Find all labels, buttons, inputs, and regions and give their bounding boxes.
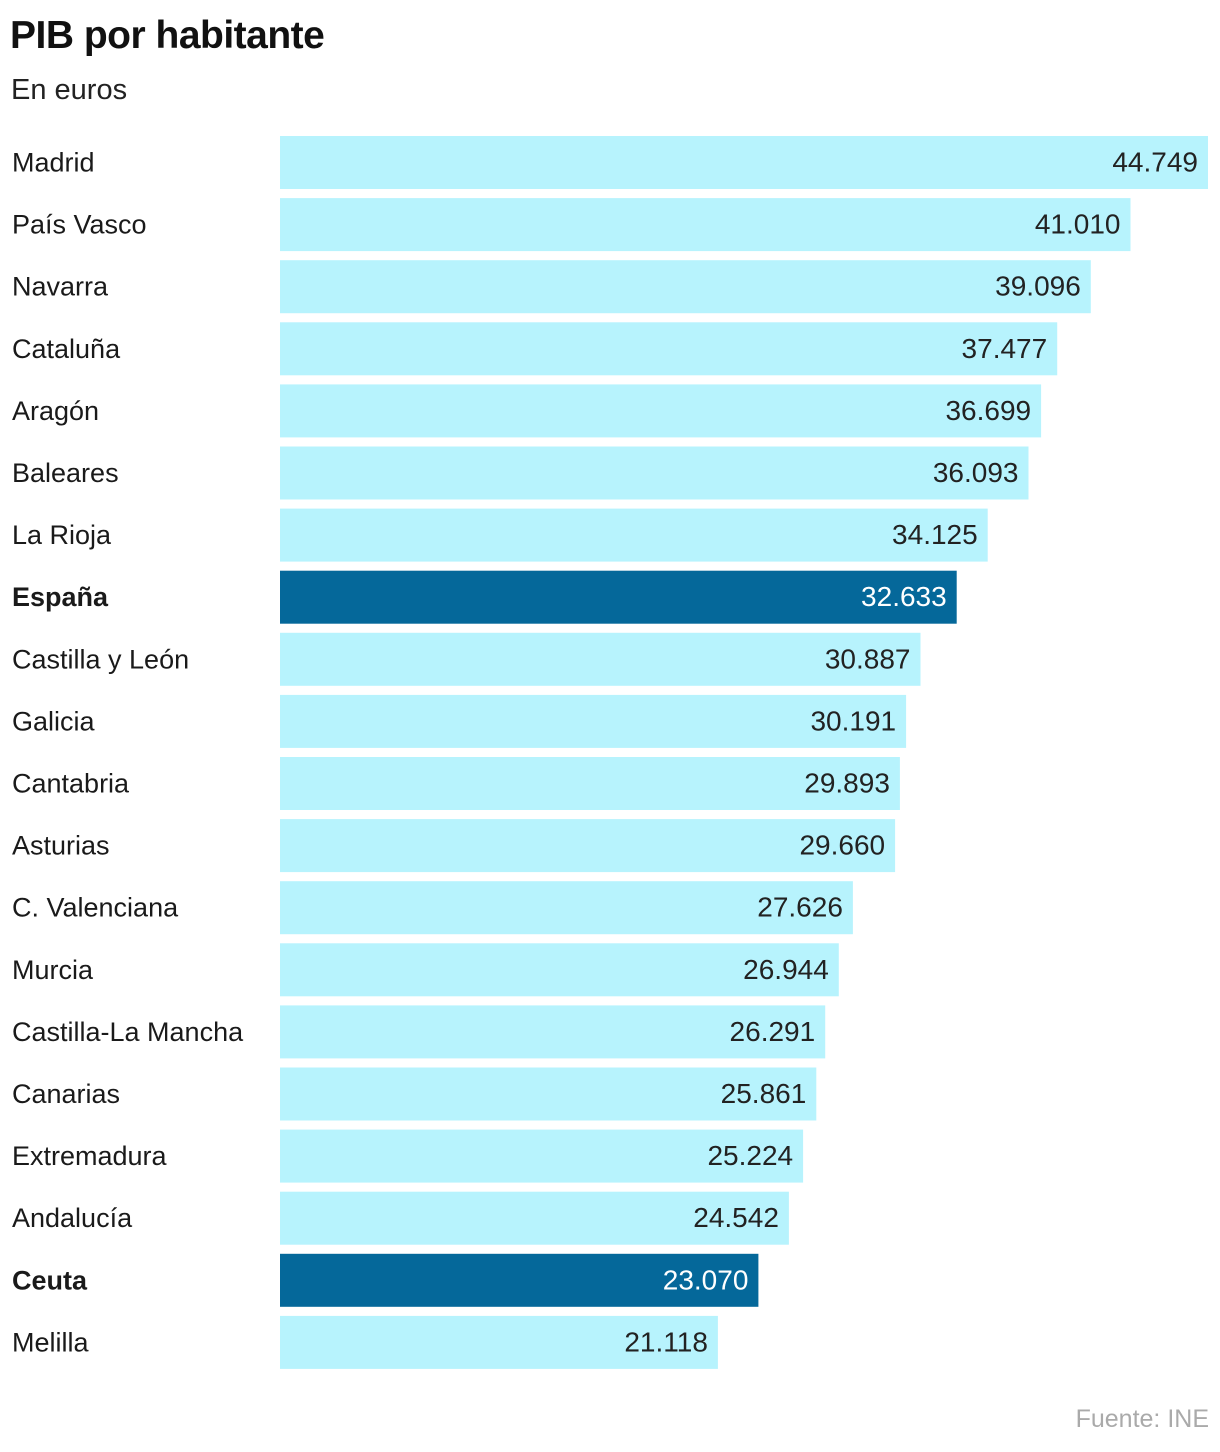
category-label: Extremadura — [12, 1141, 168, 1171]
category-label: España — [12, 582, 109, 612]
category-label: Andalucía — [12, 1203, 133, 1233]
value-label: 36.093 — [933, 457, 1019, 488]
value-label: 32.633 — [861, 581, 947, 612]
category-label: La Rioja — [12, 520, 112, 550]
value-label: 23.070 — [663, 1264, 749, 1295]
category-label: Aragón — [12, 396, 99, 426]
category-label: País Vasco — [12, 210, 147, 240]
bar-madrid — [280, 136, 1208, 189]
bar-cantabria — [280, 757, 900, 810]
category-label: Cantabria — [12, 769, 130, 799]
bar-castilla-la-mancha — [280, 1005, 826, 1059]
value-label: 29.660 — [799, 830, 885, 861]
bar-murcia — [280, 943, 839, 997]
bar-españa — [280, 570, 957, 624]
category-label: Baleares — [12, 458, 119, 488]
category-label: Murcia — [12, 955, 94, 985]
bar-baleares — [280, 446, 1029, 500]
value-label: 37.477 — [962, 333, 1048, 364]
source-note: Fuente: INE — [1075, 1405, 1209, 1433]
category-label: Madrid — [12, 148, 95, 178]
bar-castilla-y-león — [280, 632, 921, 686]
value-label: 36.699 — [945, 395, 1031, 426]
bar-asturias — [280, 819, 896, 873]
value-label: 27.626 — [757, 892, 843, 923]
category-label: Ceuta — [12, 1265, 88, 1295]
category-label: Asturias — [12, 831, 110, 861]
bar-país-vasco — [280, 198, 1131, 252]
value-label: 26.944 — [743, 954, 829, 985]
value-label: 21.118 — [624, 1326, 708, 1357]
category-label: Melilla — [12, 1327, 90, 1357]
bar-extremadura — [280, 1129, 804, 1183]
value-label: 30.887 — [825, 643, 911, 674]
category-label: Canarias — [12, 1079, 120, 1109]
value-label: 39.096 — [995, 271, 1081, 302]
value-label: 25.861 — [721, 1078, 807, 1109]
bar-galicia — [280, 694, 907, 748]
category-label: Castilla y León — [12, 644, 189, 674]
value-label: 26.291 — [730, 1016, 816, 1047]
bar-andalucía — [280, 1191, 789, 1245]
bar-melilla — [280, 1315, 718, 1369]
bar-canarias — [280, 1067, 817, 1121]
value-label: 34.125 — [892, 519, 978, 550]
bar-ceuta — [280, 1253, 759, 1307]
value-label: 44.749 — [1112, 147, 1198, 178]
bar-chart: Madrid 44.749 País Vasco 41.010 Navarra 39.09… — [12, 136, 1208, 1369]
value-label: 29.893 — [804, 768, 890, 799]
chart-title: PIB por habitante — [10, 14, 325, 57]
bar-c-valenciana — [280, 881, 853, 935]
category-label: C. Valenciana — [12, 893, 179, 923]
chart-subtitle: En euros — [11, 74, 128, 106]
value-label: 24.542 — [693, 1202, 779, 1233]
category-label: Navarra — [12, 272, 109, 302]
value-label: 25.224 — [707, 1140, 793, 1171]
category-label: Castilla-La Mancha — [12, 1017, 244, 1047]
bar-navarra — [280, 260, 1091, 314]
bar-aragón — [280, 384, 1042, 438]
category-label: Galicia — [12, 706, 96, 736]
value-label: 30.191 — [810, 705, 896, 736]
value-label: 41.010 — [1035, 209, 1121, 240]
bar-la-rioja — [280, 508, 988, 562]
category-label: Cataluña — [12, 334, 121, 364]
bar-cataluña — [280, 322, 1058, 376]
